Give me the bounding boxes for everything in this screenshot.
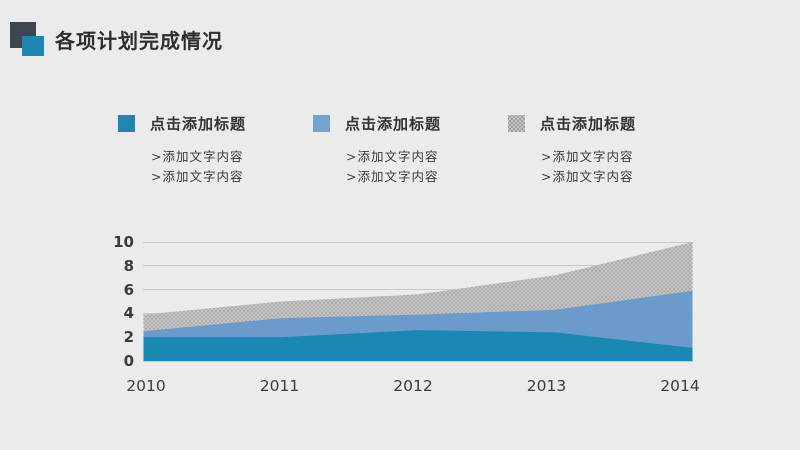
x-axis-label: 2011 (259, 377, 300, 395)
legend-swatch-2 (313, 115, 330, 132)
gridline (143, 241, 693, 243)
y-axis-label: 4 (123, 304, 134, 323)
legend-subtext: >添加文字内容 (346, 149, 439, 164)
legend-title-1: 点击添加标题 (150, 115, 247, 133)
area-series (143, 330, 693, 361)
y-axis-label: 10 (113, 233, 134, 251)
legend-title-3: 点击添加标题 (540, 115, 637, 133)
x-axis-label: 2014 (660, 377, 700, 395)
legend-subtext: >添加文字内容 (151, 169, 244, 184)
legend-subtext: >添加文字内容 (346, 169, 439, 184)
legend-swatch-1 (118, 115, 135, 132)
legend-subtext: >添加文字内容 (151, 149, 244, 164)
gridline (143, 289, 693, 291)
chart-plot-area (143, 242, 693, 361)
legend-subtext: >添加文字内容 (541, 149, 634, 164)
y-axis-label: 6 (123, 280, 134, 299)
x-axis-label: 2012 (393, 377, 433, 395)
legend-item-3: 点击添加标题 >添加文字内容 >添加文字内容 (508, 113, 636, 187)
legend-swatch-3 (508, 115, 525, 132)
y-axis-label: 2 (123, 328, 134, 347)
gridline (143, 265, 693, 267)
x-axis-label: 2010 (126, 377, 166, 395)
legend-item-2: 点击添加标题 >添加文字内容 >添加文字内容 (313, 113, 441, 187)
page-title: 各项计划完成情况 (55, 29, 223, 53)
legend-item-1: 点击添加标题 >添加文字内容 >添加文字内容 (118, 113, 246, 187)
legend-subtext: >添加文字内容 (541, 169, 634, 184)
x-axis-label: 2013 (526, 377, 567, 395)
title-accent-square-teal (22, 36, 44, 56)
y-axis-label: 0 (123, 352, 134, 370)
legend-title-2: 点击添加标题 (345, 115, 442, 133)
y-axis-label: 8 (123, 256, 134, 275)
